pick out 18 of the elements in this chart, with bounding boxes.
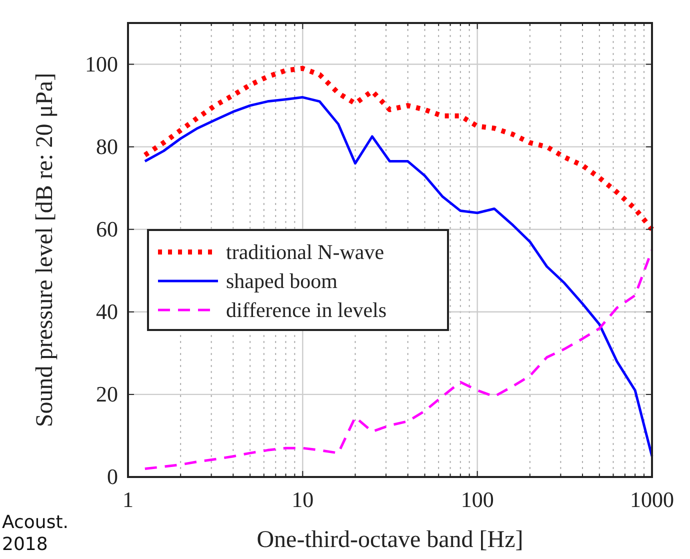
x-tick-label: 100 xyxy=(460,487,494,512)
x-tick-label: 10 xyxy=(292,487,314,512)
y-tick-label: 100 xyxy=(85,51,118,76)
line-series xyxy=(144,96,654,458)
x-tick-label: 1 xyxy=(122,487,134,512)
text: 2018 xyxy=(2,534,48,555)
y-axis-title: Sound pressure level [dB re: 20 μPa] xyxy=(32,72,58,428)
legend-label: difference in levels xyxy=(226,298,387,322)
y-tick-label: 0 xyxy=(107,464,118,489)
y-tick-label: 60 xyxy=(96,216,118,242)
x-tick-label: 1000 xyxy=(630,487,674,512)
legend-label: shaped boom xyxy=(226,269,338,293)
text: Acoust. xyxy=(2,512,68,533)
y-tick-label: 80 xyxy=(96,134,118,159)
legend-label: traditional N-wave xyxy=(226,240,384,264)
x-axis-title: One-third-octave band [Hz] xyxy=(256,527,524,553)
y-tick-label: 40 xyxy=(96,298,118,324)
y-tick-label: 20 xyxy=(96,381,118,406)
